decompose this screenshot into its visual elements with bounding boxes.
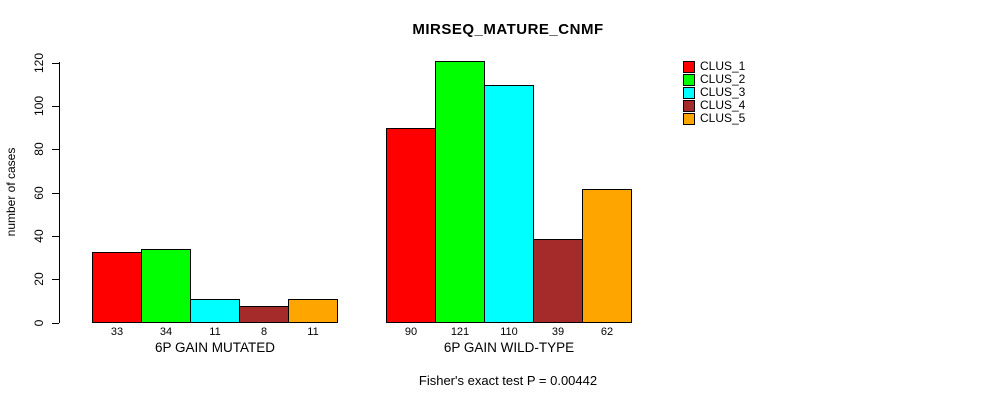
x-category-label: 6P GAIN WILD-TYPE [443,340,575,355]
y-axis-tick-label: 60 [32,186,46,200]
legend-swatch-clus-1 [683,60,695,73]
y-axis-tick-label: 100 [32,95,46,117]
legend-item: CLUS_3 [683,86,745,99]
y-axis-tick-label: 120 [32,52,46,74]
y-axis-tick [52,236,59,237]
bar-clus-1-group2 [386,128,436,323]
bar-clus-4-group1 [239,306,289,323]
bar-value-label: 11 [209,326,221,338]
y-axis-tick [52,106,59,107]
y-axis-tick-label: 20 [32,272,46,286]
bar-value-label: 39 [551,326,565,338]
bar-value-label: 11 [307,326,319,338]
bar-value-label: 121 [450,326,470,338]
legend-item-label: CLUS_5 [700,111,746,125]
legend-swatch-clus-4 [683,99,695,112]
chart-title: MIRSEQ_MATURE_CNMF [412,21,604,38]
bar-value-label: 33 [110,326,124,338]
x-category-label: 6P GAIN MUTATED [154,340,276,355]
legend-item: CLUS_2 [683,73,745,86]
bar-value-label: 90 [404,326,418,338]
stats-note: Fisher's exact test P = 0.00442 [418,373,598,388]
bar-clus-4-group2 [533,239,583,323]
legend: CLUS_1 CLUS_2 CLUS_3 CLUS_4 CLUS_5 [683,60,745,125]
y-axis-tick [52,323,59,324]
legend-swatch-clus-2 [683,73,695,86]
legend-swatch-clus-3 [683,86,695,99]
y-axis-tick [52,193,59,194]
legend-item-label: CLUS_3 [700,85,746,99]
legend-item: CLUS_4 [683,99,745,112]
legend-item: CLUS_5 [683,112,745,125]
bar-clus-3-group1 [190,299,240,323]
bar-value-label: 8 [260,326,268,338]
y-axis-tick [52,63,59,64]
y-axis-tick-label: 80 [32,142,46,156]
bar-clus-1-group1 [92,252,142,323]
bar-clus-5-group1 [288,299,338,323]
legend-item-label: CLUS_2 [700,72,746,86]
legend-item-label: CLUS_1 [700,59,746,73]
y-axis-tick-label: 40 [32,229,46,243]
bar-clus-2-group1 [141,249,191,323]
legend-swatch-clus-5 [683,112,695,125]
bar-clus-2-group2 [435,61,485,323]
bar-clus-5-group2 [582,189,632,323]
y-axis-tick [52,149,59,150]
y-axis-tick [52,279,59,280]
legend-item-label: CLUS_4 [700,98,746,112]
bar-value-label: 34 [159,326,173,338]
y-axis-tick-label: 0 [32,319,46,327]
bar-value-label: 110 [500,326,518,338]
legend-item: CLUS_1 [683,60,745,73]
y-axis-line [59,62,60,323]
bar-clus-3-group2 [484,85,534,323]
bar-value-label: 62 [600,326,614,338]
